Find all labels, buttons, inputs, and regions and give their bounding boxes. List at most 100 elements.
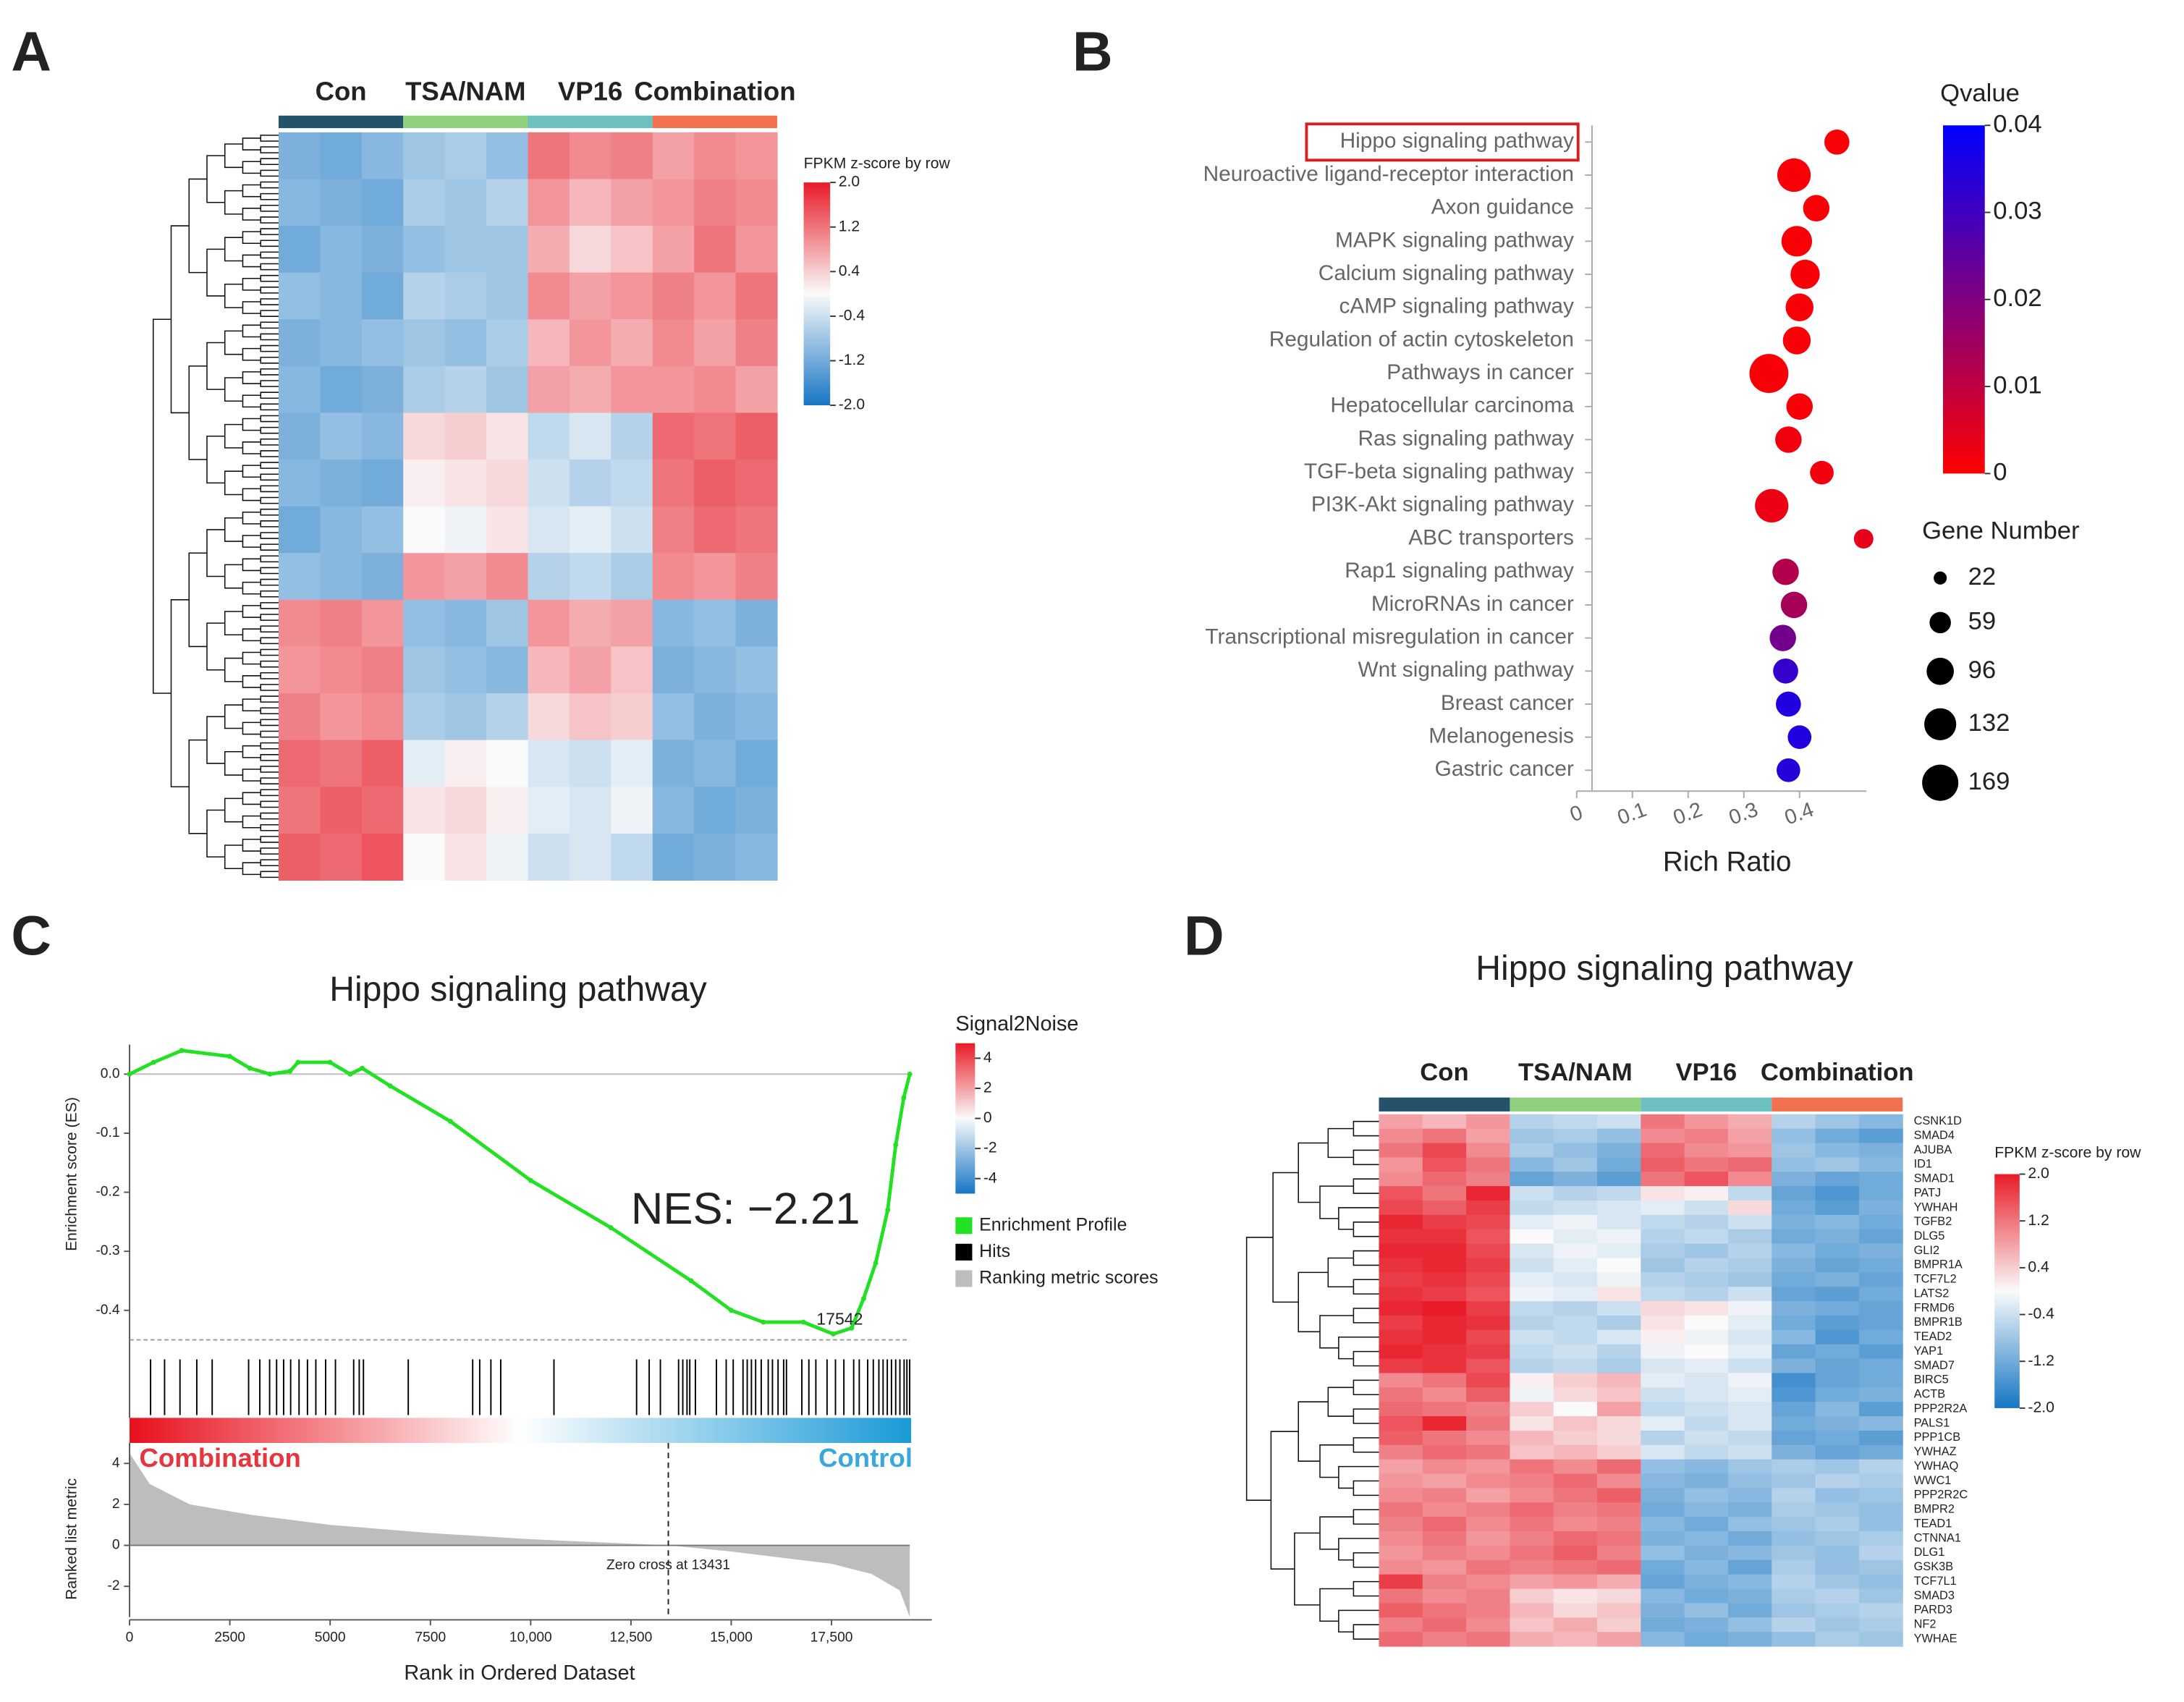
heatmap-cell (1684, 1200, 1729, 1216)
heatmap-cell (569, 646, 611, 694)
heatmap-cell (611, 599, 653, 648)
heatmap-cell (1772, 1358, 1816, 1374)
heatmap-cell (1727, 1603, 1772, 1618)
heatmap-cell (1641, 1301, 1685, 1316)
heatmap-cell (611, 319, 653, 367)
heatmap-cell (694, 272, 737, 320)
heatmap-cell (1466, 1531, 1510, 1546)
heatmap-cell (320, 272, 363, 320)
heatmap-cell (1466, 1617, 1510, 1633)
heatmap-cell (320, 506, 363, 554)
legend-swatch (955, 1217, 973, 1235)
heatmap-cell (1510, 1488, 1554, 1503)
heatmap-cell (1510, 1373, 1554, 1388)
heatmap-cell (611, 646, 653, 694)
heatmap-cell (486, 599, 529, 648)
heatmap-cell (1466, 1128, 1510, 1144)
heatmap-cell (1379, 1114, 1423, 1130)
heatmap-cell (1641, 1114, 1685, 1130)
heatmap-cell (1858, 1402, 1903, 1417)
heatmap-cell (1510, 1531, 1554, 1546)
es-point (267, 1071, 273, 1077)
heatmap-cell (1510, 1632, 1554, 1647)
heatmap-cell (1466, 1459, 1510, 1475)
heatmap-cell (444, 460, 487, 507)
row-label: YWHAE (1914, 1632, 1957, 1645)
heatmap-cell (1553, 1603, 1598, 1618)
es-point (893, 1142, 899, 1148)
y-tick-label: Breast cancer (1441, 691, 1574, 715)
heatmap-cell (1466, 1488, 1510, 1503)
es-point (247, 1065, 253, 1071)
heatmap-cell (694, 833, 737, 881)
heatmap-cell (1815, 1517, 1860, 1532)
heatmap-cell (1727, 1416, 1772, 1431)
heatmap-cell (735, 740, 778, 787)
heatmap-cell (1422, 1172, 1467, 1187)
panel-letter: C (11, 905, 51, 968)
colorbar-tick-label: 2.0 (2028, 1165, 2049, 1182)
heatmap-cell (1379, 1301, 1423, 1316)
heatmap-cell (1815, 1545, 1860, 1561)
heatmap-cell (1858, 1186, 1903, 1201)
row-label: PARD3 (1914, 1604, 1952, 1617)
row-label: YWHAH (1914, 1201, 1958, 1214)
heatmap-cell (1422, 1459, 1467, 1475)
heatmap-cell (1815, 1114, 1860, 1130)
heatmap-cell (1553, 1214, 1598, 1230)
heatmap-cell (1553, 1172, 1598, 1187)
heatmap-cell (1858, 1373, 1903, 1388)
x-tick-label: 5000 (315, 1630, 346, 1646)
heatmap-cell (1510, 1402, 1554, 1417)
row-label: PPP1CB (1914, 1431, 1961, 1444)
heatmap-cell (1727, 1459, 1772, 1475)
heatmap-cell (278, 740, 321, 787)
heatmap-cell (1422, 1128, 1467, 1144)
es-point (885, 1207, 891, 1213)
heatmap-cell (1684, 1243, 1729, 1259)
heatmap-cell (1466, 1301, 1510, 1316)
heatmap-cell (1597, 1632, 1641, 1647)
heatmap-cell (1858, 1444, 1903, 1460)
heatmap-cell (361, 693, 404, 741)
row-label: YAP1 (1914, 1345, 1944, 1358)
heatmap-cell (694, 460, 737, 507)
heatmap-cell (735, 132, 778, 180)
bubble (1803, 195, 1830, 221)
group-bar (1772, 1097, 1903, 1112)
heatmap-cell (320, 787, 363, 834)
heatmap-cell (1422, 1344, 1467, 1360)
heatmap-cell (1379, 1214, 1423, 1230)
heatmap-cell (1379, 1473, 1423, 1489)
heatmap-cell (1684, 1272, 1729, 1287)
heatmap-cell (1727, 1473, 1772, 1489)
heatmap-cell (1727, 1186, 1772, 1201)
heatmap-cell (1597, 1488, 1641, 1503)
y-tick-label: Wnt signaling pathway (1358, 658, 1574, 682)
heatmap-cell (1553, 1200, 1598, 1216)
heatmap-cell (1553, 1430, 1598, 1446)
heatmap-cell (1422, 1617, 1467, 1633)
group-bar (403, 115, 528, 129)
heatmap-cell (1772, 1545, 1816, 1561)
heatmap-cell (1466, 1373, 1510, 1388)
heatmap-cell (1858, 1143, 1903, 1158)
heatmap-cell (569, 693, 611, 741)
heatmap-cell (735, 693, 778, 741)
x-tick-label: 15,000 (710, 1630, 753, 1646)
y-axis-label: Enrichment score (ES) (64, 1097, 80, 1251)
heatmap-cell (1684, 1416, 1729, 1431)
x-tick-label: 0.2 (1670, 798, 1706, 830)
heatmap-cell (1422, 1358, 1467, 1374)
bubble (1769, 625, 1796, 651)
heatmap-cell (611, 272, 653, 320)
heatmap-cell (1422, 1143, 1467, 1158)
heatmap-cell (403, 412, 446, 460)
group-label: TSA/NAM (405, 77, 525, 106)
row-label: DLG5 (1914, 1229, 1945, 1242)
heatmap-cell (1422, 1517, 1467, 1532)
heatmap-cell (1641, 1473, 1685, 1489)
y-tick-label: Transcriptional misregulation in cancer (1205, 625, 1574, 648)
heatmap-cell (361, 787, 404, 834)
bubble (1777, 758, 1800, 782)
